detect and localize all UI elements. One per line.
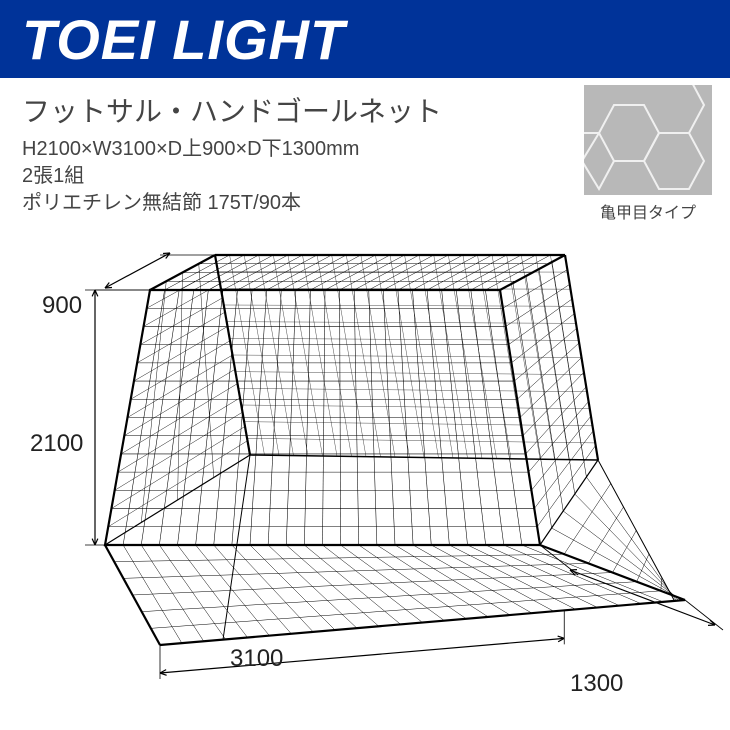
dim-width: 3100 [230,645,283,673]
brand-logo: TOEI LIGHT [22,7,345,72]
net-pattern-thumbnail: 亀甲目タイプ [584,85,712,223]
dim-height: 2100 [30,430,83,458]
hexagon-pattern-swatch [584,85,712,195]
dim-bottom-depth: 1300 [570,670,623,698]
brand-header: TOEI LIGHT [0,0,730,78]
dim-top-depth: 900 [42,292,82,320]
thumb-label: 亀甲目タイプ [584,199,712,223]
goal-net-diagram: 900 2100 3100 1300 [0,230,730,720]
